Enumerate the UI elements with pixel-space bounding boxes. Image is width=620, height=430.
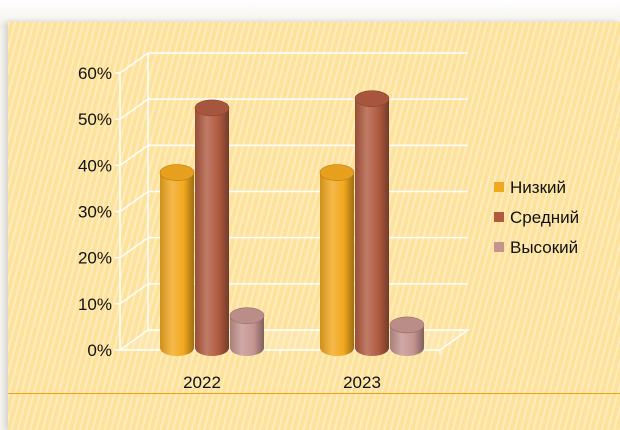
bar-2023-1	[354, 90, 390, 356]
bar-body	[195, 107, 229, 356]
slide-background	[8, 22, 620, 430]
gridline-diagonal	[119, 98, 149, 120]
legend-swatch	[494, 242, 504, 252]
y-tick-label: 10%	[78, 295, 112, 314]
x-tick-label: 2023	[343, 373, 381, 392]
bar-body	[320, 172, 354, 356]
legend-swatch	[494, 182, 504, 192]
bar-body	[160, 172, 194, 356]
bar-2022-2	[229, 307, 265, 356]
gridline-diagonal	[119, 283, 149, 305]
y-tick-label: 20%	[78, 249, 112, 268]
bar-top	[389, 316, 425, 334]
gridline-diagonal	[119, 144, 149, 166]
bar-body	[230, 315, 264, 356]
gridline-diagonal	[119, 52, 149, 74]
y-tick-label: 50%	[78, 110, 112, 129]
bar-body	[355, 98, 389, 356]
bar-2023-0	[319, 164, 355, 356]
legend-swatch	[494, 212, 504, 222]
y-tick-label: 40%	[78, 156, 112, 175]
gridline-diagonal	[119, 237, 149, 259]
gridline-diagonal	[119, 190, 149, 213]
bar-2022-1	[194, 99, 230, 356]
bar-top	[354, 90, 390, 107]
y-tick-label: 0%	[87, 341, 112, 360]
x-axis-tick-labels: 2022 2023	[183, 350, 441, 392]
bar-2022-0	[159, 164, 195, 356]
y-tick-label: 60%	[78, 64, 112, 83]
bar-body	[390, 324, 424, 356]
bar-top	[229, 307, 265, 324]
legend-label: Высокий	[510, 238, 578, 257]
legend-label: Средний	[510, 208, 579, 227]
chart-bars	[159, 90, 425, 356]
bar-top	[319, 164, 355, 181]
slide-divider-line	[8, 393, 620, 394]
legend-label: Низкий	[510, 178, 566, 197]
legend: Низкий Средний Высокий	[494, 178, 579, 257]
y-axis-tick-labels: 0% 10% 20% 30% 40% 50% 60%	[78, 64, 112, 360]
bar-2023-2	[389, 316, 425, 356]
bar-top	[159, 164, 195, 181]
bar-top	[194, 99, 230, 117]
y-tick-label: 30%	[78, 203, 112, 222]
x-tick-label: 2022	[183, 373, 221, 392]
